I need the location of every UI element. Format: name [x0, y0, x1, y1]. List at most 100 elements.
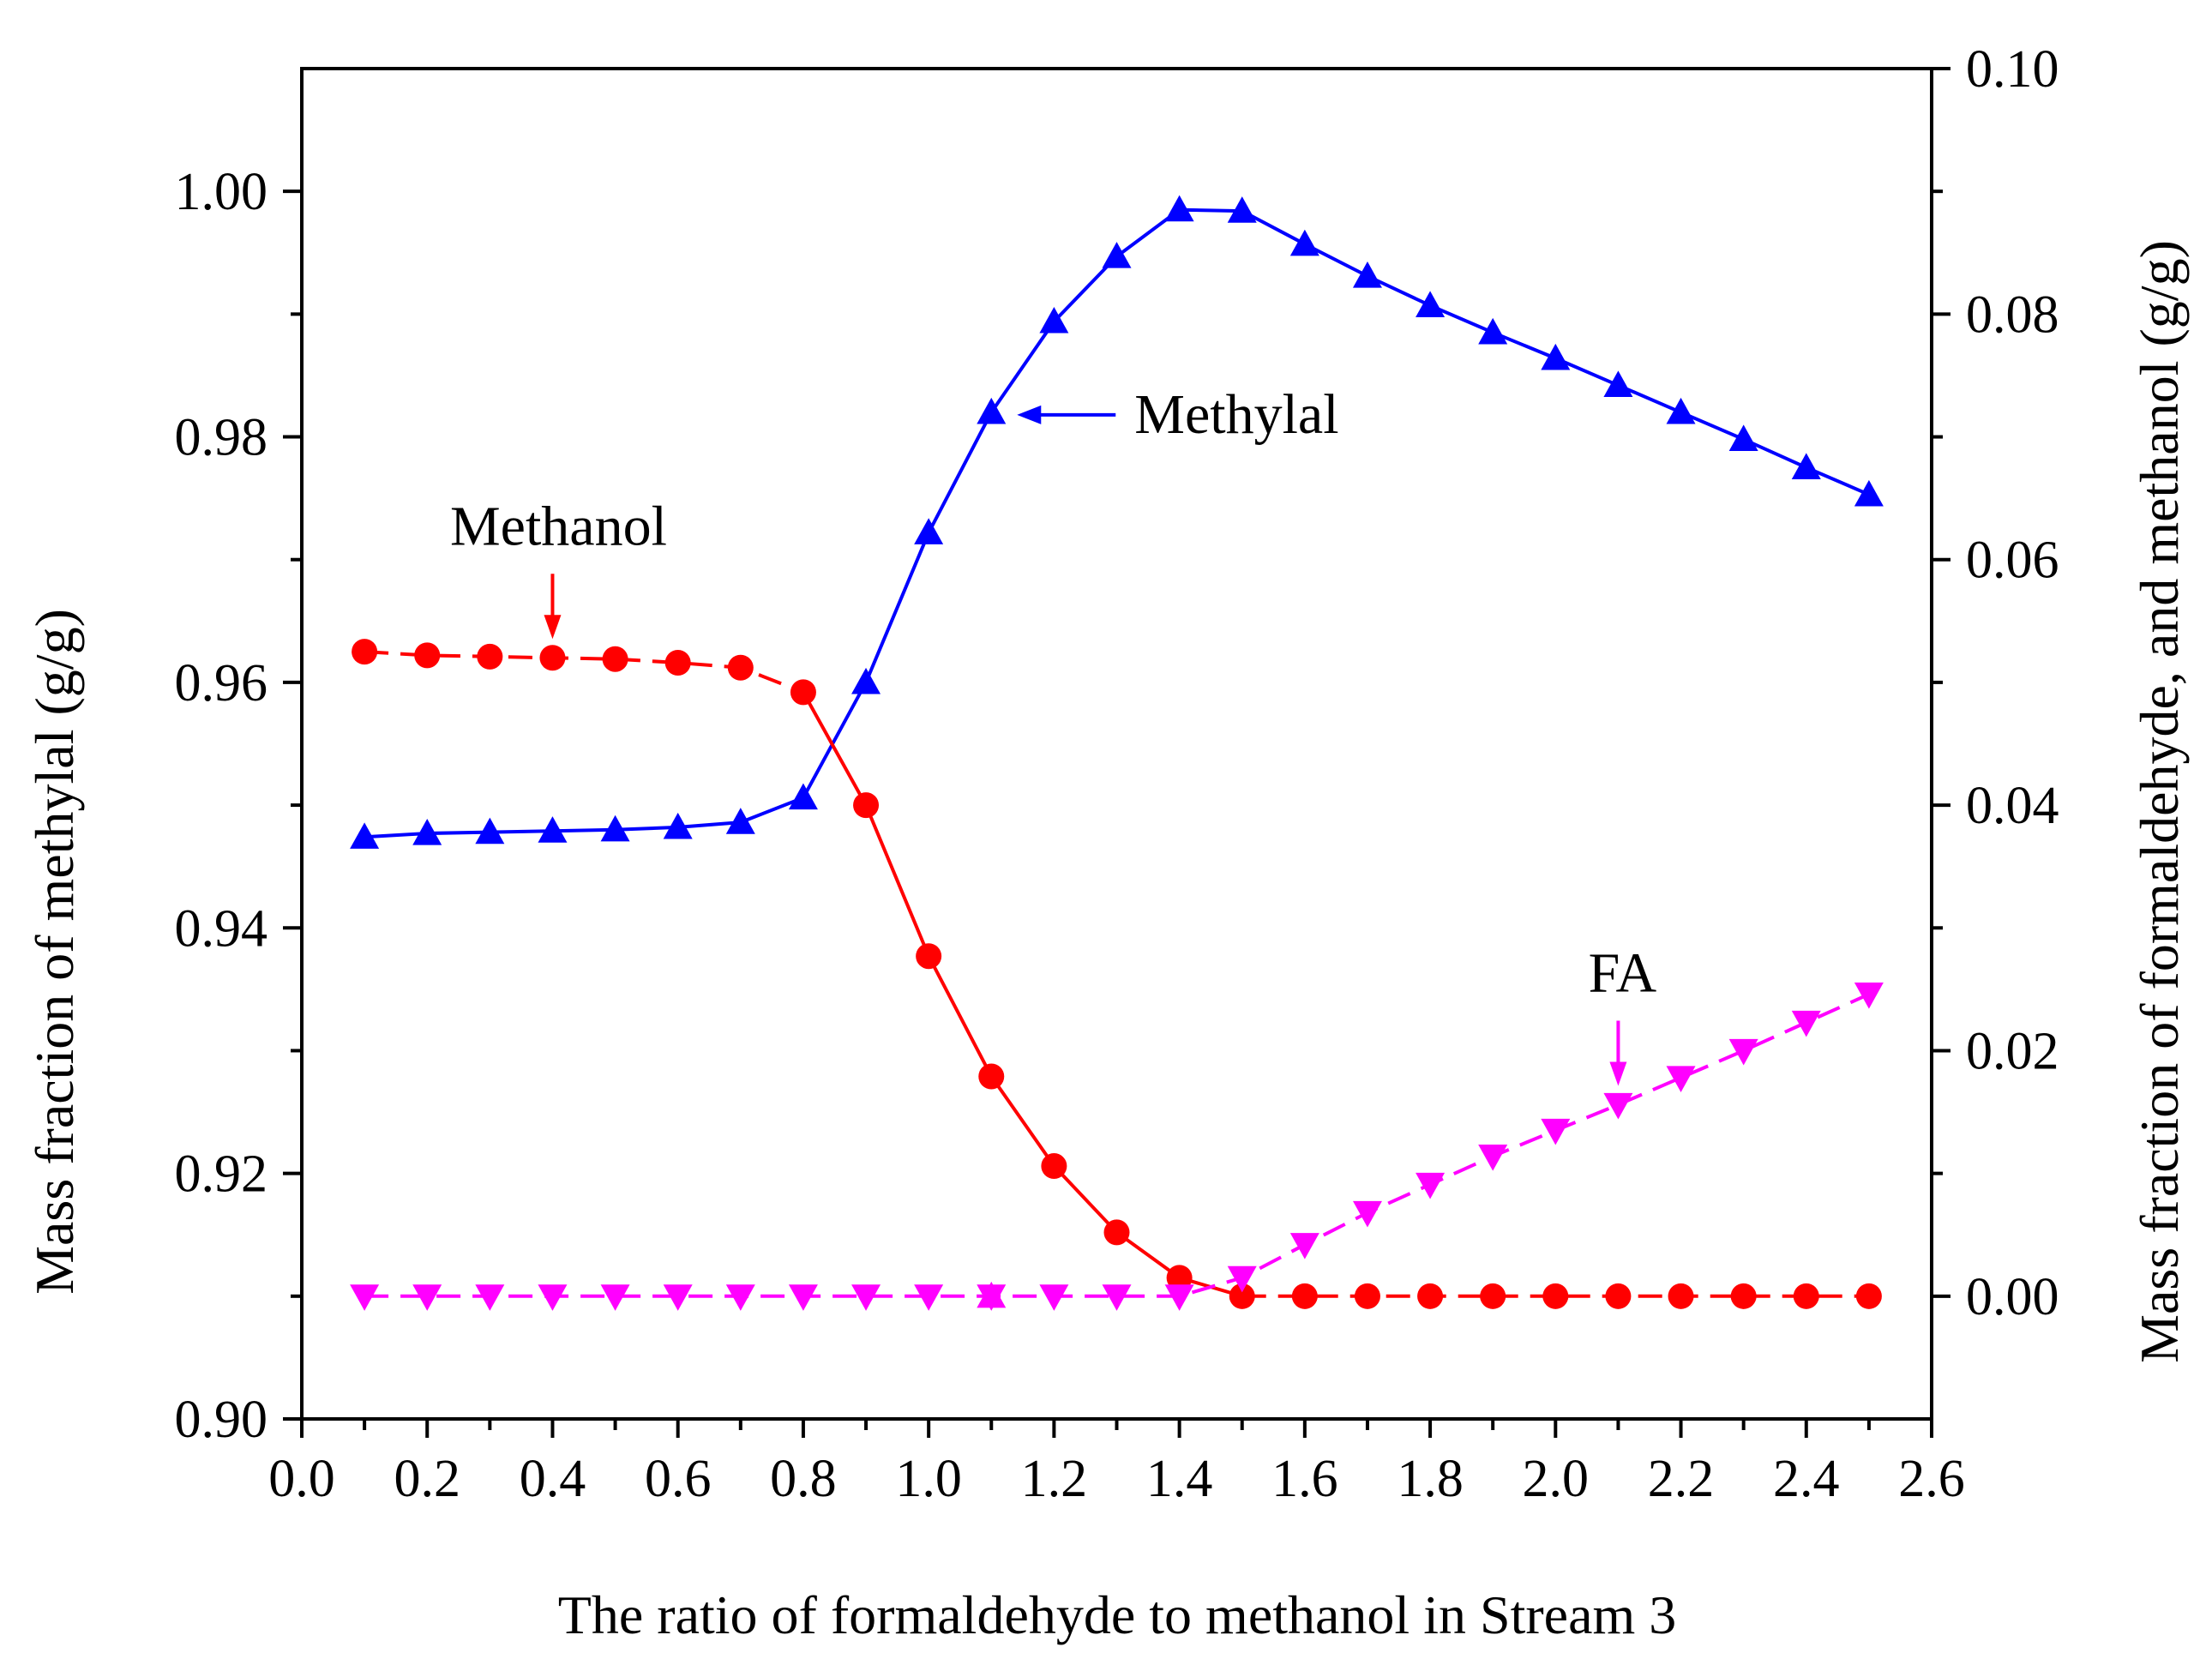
annotation-methanol: Methanol [450, 495, 667, 640]
series-methanol [352, 639, 1882, 1309]
data-point [412, 819, 442, 845]
y-left-tick-label: 0.98 [175, 409, 268, 467]
annotation-fa: FA [1589, 941, 1656, 1086]
x-tick-label: 0.6 [645, 1450, 712, 1508]
data-point [1542, 1283, 1569, 1309]
x-tick-label: 0.8 [770, 1450, 837, 1508]
data-point [1541, 1118, 1571, 1145]
y-right-tick-label: 0.04 [1966, 777, 2059, 835]
x-tick-label: 0.4 [520, 1450, 586, 1508]
data-point [788, 1284, 818, 1311]
x-tick-label: 2.2 [1648, 1450, 1715, 1508]
tick-labels: 0.0 0.2 0.4 0.6 0.8 1.0 1.2 1.4 1.6 1.8 2.0 2.2 2.4 2… [175, 40, 2059, 1508]
minor-ticks [291, 189, 1943, 1430]
data-point [1668, 1283, 1694, 1309]
data-point [412, 1284, 442, 1311]
data-point [1416, 1172, 1446, 1199]
data-point [539, 645, 566, 671]
series-methylal [350, 195, 1884, 849]
data-point [1103, 1219, 1130, 1246]
series-line-methanol [802, 691, 1243, 1298]
series-layer [350, 195, 1884, 1311]
y-left-tick-label: 0.94 [175, 899, 268, 958]
data-point [1605, 1283, 1632, 1309]
data-point [1791, 453, 1821, 479]
data-point [1603, 1092, 1633, 1120]
data-point [664, 650, 691, 676]
data-point [1791, 1010, 1821, 1037]
x-tick-label: 2.6 [1898, 1450, 1965, 1508]
data-point [853, 792, 880, 819]
y-right-tick-label: 0.10 [1966, 40, 2059, 99]
y-right-tick-label: 0.02 [1966, 1022, 2059, 1080]
data-point [725, 1284, 755, 1311]
data-point [600, 1284, 630, 1311]
data-point [1478, 1144, 1508, 1171]
data-point [1041, 1153, 1067, 1180]
data-point [350, 1284, 380, 1311]
data-point [1666, 397, 1696, 424]
data-point [1039, 306, 1069, 334]
data-point [1354, 1283, 1380, 1309]
x-tick-label: 0.2 [394, 1450, 460, 1508]
x-tick-label: 1.8 [1397, 1450, 1464, 1508]
data-point [725, 808, 755, 834]
data-point [1291, 1283, 1318, 1309]
annotation-arrowhead [1017, 405, 1042, 424]
data-point [663, 812, 693, 839]
data-point [600, 814, 630, 842]
data-point-overlap [977, 1281, 1007, 1308]
data-point [1854, 479, 1884, 507]
annotation-arrowhead [544, 615, 562, 640]
data-point [1666, 1066, 1696, 1092]
annotation-methylal: Methylal [1017, 383, 1339, 446]
y-right-tick-label: 0.00 [1966, 1268, 2059, 1326]
y-right-tick-label: 0.08 [1966, 286, 2059, 344]
data-point [1102, 1284, 1132, 1311]
data-point [1039, 1284, 1069, 1311]
y-left-tick-label: 0.96 [175, 654, 268, 712]
y-left-tick-label: 0.92 [175, 1145, 268, 1204]
data-point [1603, 370, 1633, 398]
x-tick-label: 1.2 [1021, 1450, 1088, 1508]
data-point [1541, 343, 1571, 370]
data-point [475, 817, 505, 845]
series-fa [350, 982, 1884, 1311]
data-point [790, 679, 816, 706]
y-right-tick-label: 0.06 [1966, 532, 2059, 590]
data-point [663, 1284, 693, 1311]
data-point [602, 646, 628, 672]
data-point [1417, 1283, 1444, 1309]
annotation-label: Methylal [1134, 383, 1338, 446]
x-tick-label: 2.0 [1523, 1450, 1590, 1508]
data-point [788, 783, 818, 810]
data-point [350, 822, 380, 849]
annotation-arrowhead [1609, 1061, 1627, 1086]
data-point [1480, 1283, 1506, 1309]
data-point [1166, 1265, 1193, 1291]
data-point [1352, 261, 1382, 288]
axes-frame [300, 67, 1933, 1421]
data-point [1229, 1283, 1255, 1309]
data-point [1478, 317, 1508, 345]
data-point [1728, 1038, 1758, 1066]
y-axis-label-right: Mass fraction of formaldehyde, and metha… [2129, 240, 2190, 1363]
data-point [978, 1063, 1005, 1090]
x-tick-label: 1.0 [895, 1450, 962, 1508]
annotation-label: Methanol [450, 495, 667, 557]
data-point [538, 1284, 568, 1311]
y-axis-label-left: Mass fraction of methylal (g/g) [24, 609, 85, 1295]
data-point [1227, 1265, 1257, 1293]
data-point [1289, 229, 1319, 256]
data-point [1855, 1283, 1882, 1309]
y-left-tick-label: 1.00 [175, 163, 268, 221]
data-point [414, 642, 441, 669]
data-point [1854, 982, 1884, 1009]
data-point [1730, 1283, 1757, 1309]
x-tick-label: 0.0 [268, 1450, 335, 1508]
data-point [1416, 291, 1446, 317]
data-point [1164, 1284, 1194, 1311]
data-point [1352, 1200, 1382, 1228]
data-point [1164, 195, 1194, 222]
y-left-tick-label: 0.90 [175, 1391, 268, 1449]
